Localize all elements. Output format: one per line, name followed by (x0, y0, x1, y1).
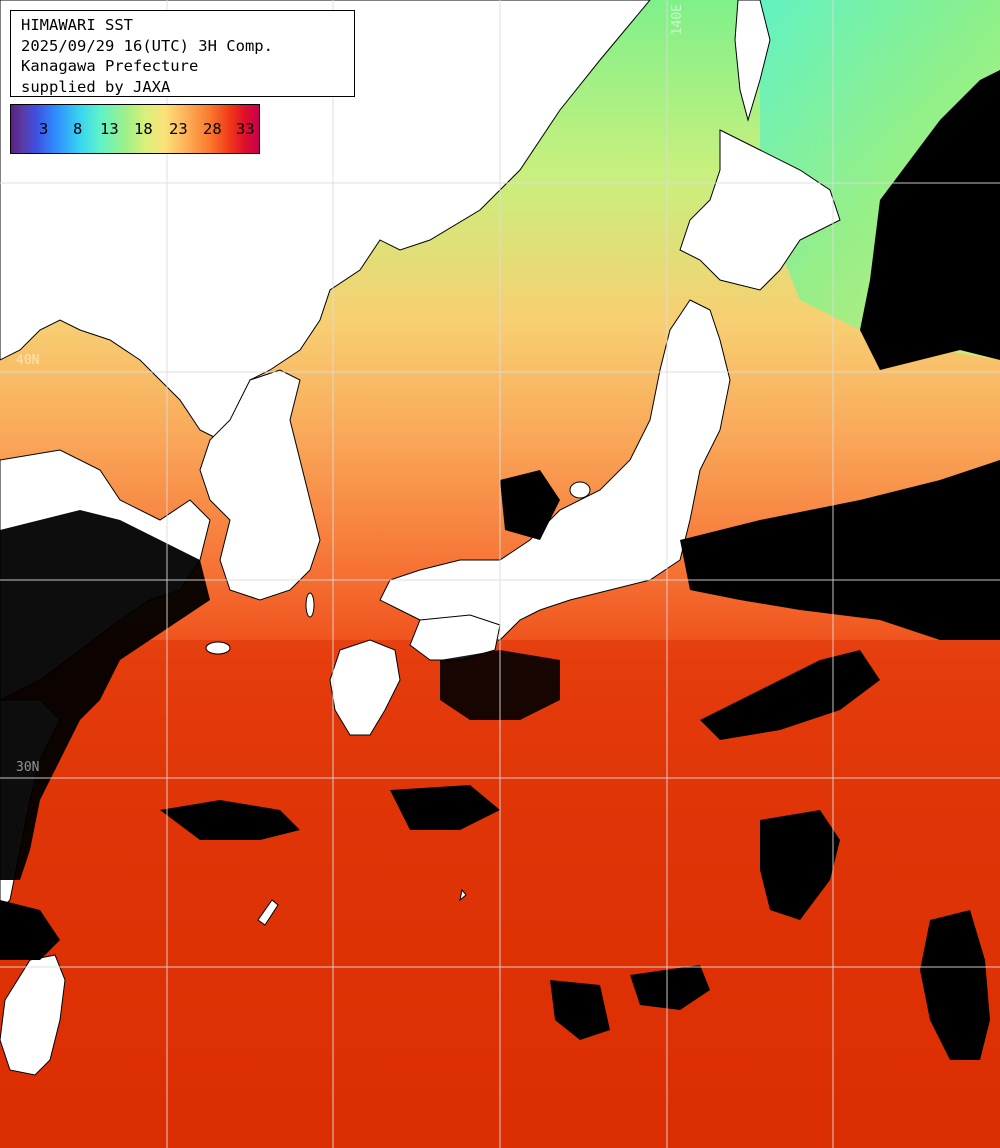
info-region: Kanagawa Prefecture (21, 57, 199, 75)
colorbar-label-13: 13 (100, 120, 119, 138)
colorbar-label-28: 28 (203, 120, 222, 138)
info-supplier: supplied by JAXA (21, 77, 171, 96)
land-korea (199, 369, 321, 601)
info-datetime: 2025/09/29 16(UTC) 3H Comp. (21, 36, 273, 55)
cloud-band-mid (700, 650, 880, 740)
cloud-south-west (160, 800, 300, 840)
cloud-northeast (860, 70, 1000, 370)
cloud-south-center (550, 980, 610, 1040)
cloud-south-center2 (630, 965, 710, 1010)
cloud-sw-edge (0, 900, 60, 960)
cloud-south-west2 (390, 785, 500, 830)
land-sakhalin (734, 0, 771, 122)
cloud-korea-sea (500, 470, 560, 540)
cloud-far-se (920, 910, 990, 1060)
info-title: HIMAWARI SST (21, 16, 133, 34)
land-jeju (205, 641, 231, 655)
land-izu (459, 888, 467, 902)
cloud-east-pacific (680, 460, 1000, 640)
colorbar-label-33: 33 (236, 120, 255, 138)
colorbar-label-3: 3 (39, 120, 49, 138)
colorbar-labels: 3 8 13 18 23 28 33 (11, 105, 259, 153)
grid-label-40n: 40N (16, 353, 40, 368)
colorbar-label-23: 23 (169, 120, 188, 138)
land-sado (569, 481, 591, 499)
land-hokkaido (679, 129, 841, 291)
colorbar-label-8: 8 (73, 120, 83, 138)
colorbar-label-18: 18 (134, 120, 153, 138)
grid-label-140e: 140E (670, 4, 685, 36)
clouds (0, 70, 1000, 1060)
info-box: HIMAWARI SST 2025/09/29 16(UTC) 3H Comp.… (10, 10, 355, 97)
land-okinawa (257, 899, 279, 926)
cloud-south-east (760, 810, 840, 920)
cloud-yellow-sea (0, 510, 210, 880)
land-tsushima (305, 592, 315, 618)
grid-label-30n: 30N (16, 760, 40, 775)
temperature-colorbar: 3 8 13 18 23 28 33 (10, 104, 260, 154)
